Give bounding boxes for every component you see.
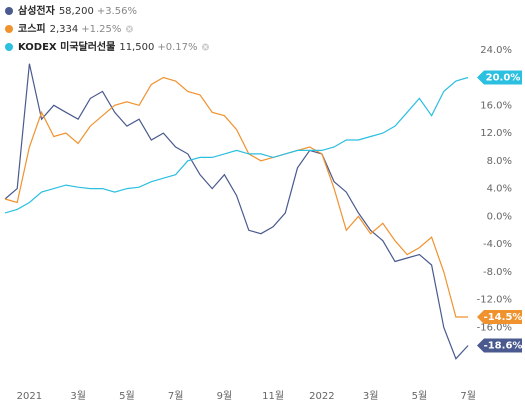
- y-tick-label: 16.0%: [480, 100, 512, 111]
- y-tick-label: 12.0%: [480, 128, 512, 139]
- legend-marker: [5, 43, 13, 51]
- legend-price: 2,334: [50, 24, 79, 35]
- y-tick-label: 0.0%: [487, 211, 512, 222]
- end-badge: [477, 338, 522, 353]
- remove-icon-x: [127, 26, 132, 32]
- y-tick-label: -4.0%: [483, 239, 512, 250]
- legend-price: 58,200: [59, 6, 94, 17]
- remove-icon-x: [203, 44, 208, 50]
- legend-marker: [5, 7, 13, 15]
- x-tick-label: 7월: [460, 390, 476, 402]
- x-tick-label: 5월: [119, 390, 135, 402]
- legend-marker: [5, 25, 13, 33]
- x-tick-label: 2021: [17, 391, 42, 402]
- y-tick-label: -16.0%: [477, 322, 512, 333]
- series-line: [4, 63, 469, 360]
- x-tick-label: 7월: [168, 390, 184, 402]
- x-tick-label: 9월: [217, 390, 233, 402]
- end-label: -18.6%: [484, 341, 523, 352]
- y-tick-label: -8.0%: [483, 267, 512, 278]
- legend-entry: KODEX 미국달러선물 11,500 +0.17%: [18, 40, 197, 53]
- end-badge: [477, 70, 522, 85]
- legend-name: 삼성전자: [18, 4, 56, 17]
- end-label: 20.0%: [486, 73, 521, 84]
- x-tick-label: 5월: [412, 390, 428, 402]
- x-tick-label: 3월: [363, 390, 379, 402]
- series-line: [4, 76, 469, 318]
- legend-change: +0.17%: [157, 42, 197, 53]
- x-tick-label: 3월: [70, 390, 86, 402]
- y-tick-label: 24.0%: [480, 45, 512, 56]
- x-tick-label: 11월: [262, 390, 284, 402]
- legend-entry: 삼성전자 58,200 +3.56%: [18, 4, 137, 17]
- end-label: -14.5%: [484, 312, 523, 323]
- legend-name: KODEX 미국달러선물: [18, 40, 115, 53]
- y-tick-label: 8.0%: [487, 156, 512, 167]
- legend-change: +1.25%: [81, 24, 121, 35]
- legend-price: 11,500: [119, 42, 154, 53]
- x-tick-label: 2022: [309, 391, 334, 402]
- y-tick-label: -12.0%: [477, 295, 512, 306]
- legend-name: 코스피: [18, 22, 46, 35]
- legend-entry: 코스피 2,334 +1.25%: [18, 22, 121, 35]
- series-line: [4, 76, 469, 214]
- legend-change: +3.56%: [97, 6, 137, 17]
- y-tick-label: 4.0%: [487, 184, 512, 195]
- end-badge: [477, 310, 522, 325]
